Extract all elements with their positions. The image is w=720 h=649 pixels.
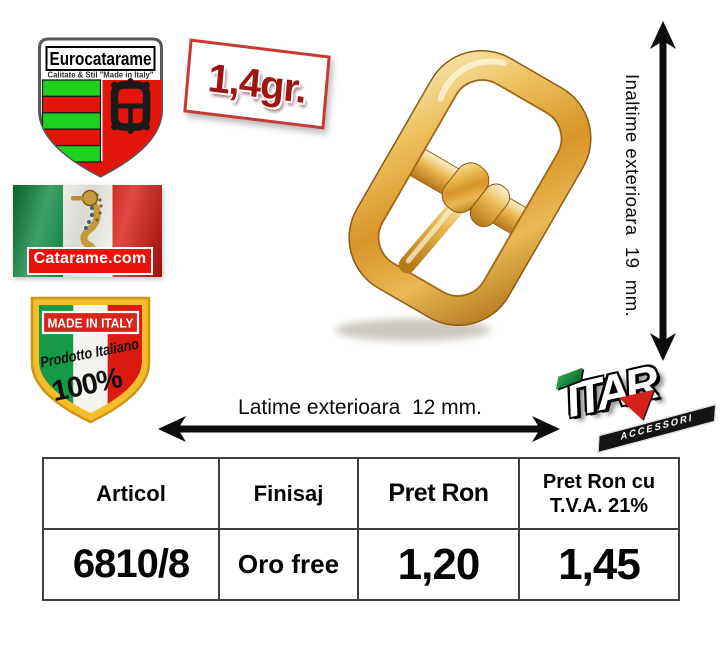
horizontal-double-arrow-icon — [158, 416, 560, 442]
catarame-flag-logo: Catarame.com — [13, 185, 162, 277]
weight-value: 1,4gr. — [206, 55, 308, 112]
eurocatarame-shield-logo: Eurocatarame Calitate & Stil "Made in It… — [38, 37, 163, 178]
col-header-articol: Articol — [42, 457, 220, 530]
cell-pret-ron: 1,20 — [357, 528, 520, 601]
cell-finisaj: Oro free — [218, 528, 359, 601]
vertical-double-arrow-icon — [650, 21, 676, 361]
prong-wrap-2 — [469, 183, 511, 228]
ornate-buckle-icon — [110, 78, 151, 134]
product-photo-buckle — [335, 49, 592, 341]
weight-badge: 1,4gr. — [183, 38, 331, 130]
height-dimension-label: Inaltime exterioara 19 mm. — [622, 74, 643, 318]
made-in-italy-banner: MADE IN ITALY — [48, 317, 135, 331]
website-label: Catarame.com — [27, 247, 153, 275]
cell-pret-ron-tva: 1,45 — [518, 528, 680, 601]
col-header-pret-ron: Pret Ron — [357, 457, 520, 530]
made-in-italy-shield: MADE IN ITALY Prodotto Italiano 100% — [30, 296, 151, 424]
col-header-finisaj: Finisaj — [218, 457, 359, 530]
itar-accessori-logo: ITAR ACCESSORI — [554, 341, 720, 469]
table-row: 6810/8 Oro free 1,20 1,45 — [42, 528, 680, 601]
seahorse-icon — [71, 189, 103, 252]
brand-title: Eurocatarame — [50, 49, 152, 69]
brand-subtitle: Calitate & Stil "Made in Italy" — [48, 71, 154, 80]
green-red-stripes — [41, 79, 102, 163]
width-dimension-label: Latime exterioara 12 mm. — [238, 396, 482, 419]
price-table: Articol Finisaj Pret Ron Pret Ron cu T.V… — [42, 457, 680, 601]
cell-articol: 6810/8 — [42, 528, 220, 601]
col-header-pret-ron-tva: Pret Ron cu T.V.A. 21% — [518, 457, 680, 530]
